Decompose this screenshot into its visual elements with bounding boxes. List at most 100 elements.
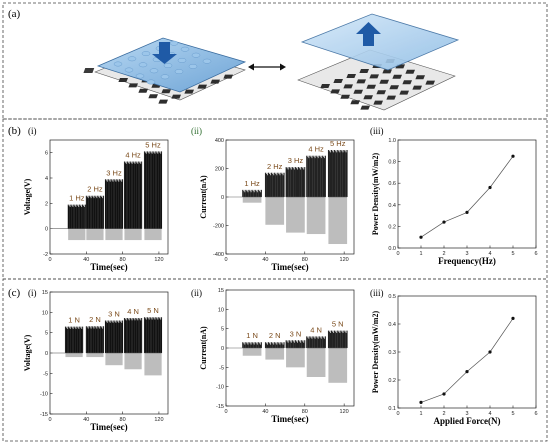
- plate-bump: [124, 67, 134, 73]
- plate-bump: [174, 69, 184, 75]
- data-point: [442, 220, 446, 224]
- axes-frame: [49, 139, 169, 255]
- y-tick-label: 10: [42, 310, 48, 316]
- burst-label: 5 N: [147, 306, 159, 315]
- chart-c-i: 0 40 80 120 15 10 5 0 -5 -10 -15 Time(sec) Voltage(V…: [23, 290, 169, 432]
- electrode-cell: [415, 75, 426, 80]
- electrode-cell: [210, 79, 220, 84]
- data-point: [488, 350, 492, 354]
- x-tick-label: 0: [224, 257, 227, 263]
- burst-trace: [67, 204, 86, 229]
- plate-bump: [169, 40, 179, 46]
- x-axis-label: Applied Force(N): [433, 416, 500, 426]
- burst-trace: [242, 342, 262, 348]
- burst-label: 3 Hz: [288, 156, 304, 165]
- electrode-cell: [373, 100, 383, 105]
- electrode-cell: [376, 90, 386, 95]
- x-tick-label: 40: [83, 257, 89, 263]
- y-tick-label: 0.0: [388, 246, 396, 252]
- y-tick-label: -200: [213, 224, 224, 230]
- x-tick-label: 5: [511, 411, 514, 417]
- data-point: [511, 316, 515, 320]
- y-tick-label: 0.4: [388, 322, 396, 328]
- x-tick-label: 0: [48, 257, 51, 263]
- x-tick-label: 40: [262, 257, 268, 263]
- data-point: [465, 370, 469, 374]
- y-tick-label: -10: [216, 385, 224, 391]
- data-point: [442, 392, 446, 396]
- burst-trace: [143, 317, 163, 353]
- y-tick-label: 15: [42, 290, 48, 296]
- x-tick-label: 4: [488, 411, 491, 417]
- x-tick-label: 4: [488, 251, 491, 257]
- x-tick-label: 120: [154, 417, 163, 423]
- electrode-cell: [363, 95, 373, 100]
- plate-pattern: [113, 40, 212, 85]
- burst-trace: [327, 150, 348, 197]
- electrode-cell: [158, 99, 168, 104]
- plate-bump: [149, 68, 159, 74]
- burst-trace: [64, 326, 84, 353]
- x-tick-label: 3: [465, 251, 468, 257]
- chart-c-ii: 0 40 80 120 15 10 5 0 -5 -10 -15 Time(sec) Current(n…: [199, 288, 355, 424]
- electrode-cell: [128, 83, 138, 88]
- burst-envelope: [265, 342, 285, 360]
- burst-trace: [264, 342, 285, 348]
- burst-label: 3 Hz: [106, 168, 122, 177]
- electrode-cell: [412, 85, 422, 90]
- burst-envelope: [306, 336, 326, 377]
- data-point: [465, 210, 469, 214]
- burst-label: 2 Hz: [267, 162, 283, 171]
- x-tick-label: 2: [442, 251, 445, 257]
- x-tick-label: 80: [302, 409, 308, 415]
- y-tick-label: 1.0: [388, 138, 396, 144]
- electrode-cell: [392, 74, 402, 79]
- y-tick-label: 0: [221, 346, 224, 352]
- x-tick-label: 40: [262, 409, 268, 415]
- device-illustration-pressed: [83, 37, 247, 104]
- axes-frame: [397, 139, 537, 249]
- data-point: [511, 154, 515, 158]
- x-axis-label: Time(sec): [271, 262, 308, 272]
- x-tick-label: 1: [419, 411, 422, 417]
- y-tick-label: 6: [45, 151, 48, 157]
- electrode-cell: [382, 69, 392, 74]
- electrode-cell: [148, 94, 158, 99]
- burst-trace: [143, 151, 163, 229]
- burst-trace: [123, 318, 143, 353]
- y-tick-label: -5: [43, 371, 48, 377]
- panel-label-c: (c): [8, 287, 21, 299]
- y-tick-label: 0: [221, 195, 224, 201]
- x-tick-label: 80: [120, 417, 126, 423]
- x-tick-label: 5: [511, 251, 514, 257]
- burst-label: 3 N: [108, 309, 120, 318]
- burst-label: 4 N: [127, 307, 139, 316]
- burst-trace: [285, 167, 306, 197]
- electrode-cell: [379, 79, 390, 84]
- y-tick-label: 2: [45, 201, 48, 207]
- y-tick-label: 400: [215, 138, 224, 144]
- series-line: [420, 318, 514, 403]
- electrode-cell: [346, 74, 356, 78]
- plate-bump: [160, 74, 170, 80]
- plate-bump: [141, 51, 151, 56]
- electrode-cell: [350, 100, 361, 105]
- electrode-cell: [330, 89, 340, 94]
- electrode-cell: [369, 74, 380, 79]
- burst-envelope: [242, 342, 262, 356]
- electrode-cell: [402, 80, 412, 85]
- electrode-cell: [340, 94, 350, 99]
- plate-bump: [163, 63, 173, 68]
- burst-label: 5 Hz: [330, 139, 346, 148]
- panel-c-frame: [2, 278, 548, 442]
- data-point: [419, 235, 423, 239]
- electrode-cell: [353, 89, 364, 94]
- electrode-cell: [184, 89, 194, 94]
- panel-label-b: (b): [8, 125, 21, 137]
- burst-envelope: [286, 167, 305, 233]
- panel-label-a: (a): [8, 8, 21, 20]
- y-tick-label: 5: [221, 327, 224, 333]
- release-up-arrow: [356, 22, 381, 46]
- data-point: [419, 400, 423, 404]
